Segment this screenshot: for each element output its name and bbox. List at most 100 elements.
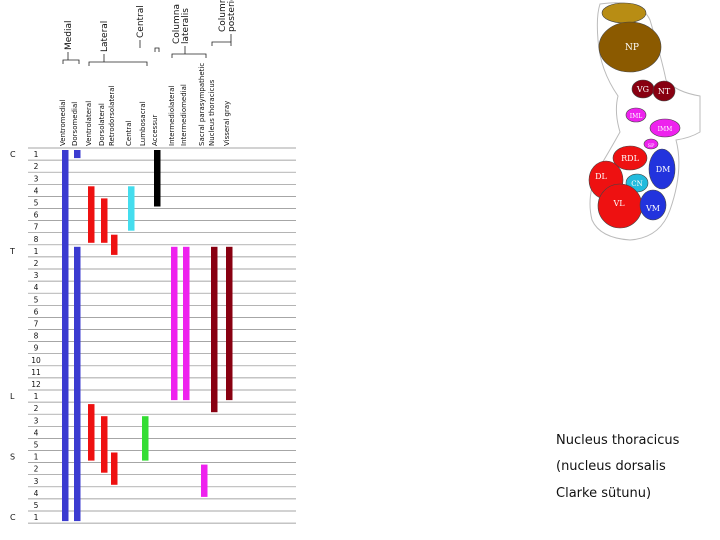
segment-number: 12 [31,380,41,389]
bar-retrodorsolateral [111,234,118,255]
bar-dorsomedial [74,246,81,522]
segment-number: 1 [34,392,39,401]
column-label-ventromedial: Ventromedial [59,99,67,146]
group-label-medial: Medial [64,20,74,50]
label-nt: NT [658,87,671,96]
nucleus-bars [62,150,233,522]
retrodorsolateral [612,145,648,171]
label-sp: SP [648,143,655,149]
caption-line-2: (nucleus dorsalis [556,459,666,474]
label-np: NP [625,43,639,53]
bar-ventromedial [62,150,69,522]
bar-intermediolateral [171,246,178,401]
column-label-sacral-parasympathetic: Sacral parasympathetic [198,63,206,146]
bar-lumbosacral [142,416,149,461]
dorsomedial [648,148,676,190]
region-label: S [10,453,15,462]
label-vl: VL [612,199,625,208]
bar-central [128,186,135,231]
label-cn: CN [631,180,642,188]
segment-number: 1 [34,247,39,256]
segment-grid: 1 C 2 3 4 5 6 7 8 1 T 2 3 4 5 6 7 8 9 10 11 12 1 L 2 3 4 5 1 S 2 3 4 5 1 C [9,147,296,524]
ventromedial [639,189,667,221]
segment-number: 10 [31,356,41,365]
segment-number: 8 [34,235,39,244]
bar-ventrolateral [88,186,95,243]
group-label-columna-lateralis-part2: lateralis [181,8,191,44]
column-label-retrodorsolateral: Retrodorsolateral [108,85,116,146]
segment-number: 3 [34,416,39,425]
bar-sacral-parasympathetic [201,464,208,497]
segment-number: 9 [34,344,39,353]
region-label: C [10,150,16,159]
group-bracket [88,61,148,66]
bar-accessur [154,150,161,207]
group-label-columna-posterior-part1: Columna [218,0,228,32]
segment-number: 5 [34,199,39,208]
label-iml: IML [630,113,643,120]
label-dm: DM [656,165,671,174]
segment-number: 5 [34,501,39,510]
group-bracket [171,53,207,58]
label-imm: IMM [658,126,673,133]
label-dl: DL [595,172,607,181]
segment-number: 6 [34,307,39,316]
label-vm: VM [645,204,660,213]
column-label-visseral-gray: Visseral gray [223,101,231,146]
column-label-intermediomedial: Intermediomedial [180,84,188,146]
group-label-columna-posterior-part2: posterior [227,0,237,32]
segment-number: 5 [34,295,39,304]
region-label: T [9,247,15,256]
column-label-central: Central [125,120,133,146]
group-label-lateral: Lateral [100,21,110,52]
intermediomedial [649,118,681,138]
column-label-lumbosacral: Lumbosacral [139,101,147,146]
spinal-cord-cross-section: NP VG NT IML IMM SP RDL DL DM CN VL VM [588,2,701,241]
sacral-parasympathetic [643,138,659,150]
group-label-columna-lateralis-part1: Columna [172,4,182,44]
label-vg: VG [636,85,649,94]
group-bracket [211,41,232,46]
bar-ventrolateral [88,404,95,461]
segment-number: 8 [34,332,39,341]
substantia-gelatinosa [601,2,647,24]
column-label-intermediolateral: Intermediolateral [168,85,176,146]
column-label-dorsolateral: Dorsolateral [98,103,106,146]
segment-number: 2 [34,465,39,474]
caption-line-1: Nucleus thoracicus [556,433,680,448]
segment-number: 1 [34,513,39,522]
segment-number: 3 [34,477,39,486]
column-label-ventrolateral: Ventrolateral [85,101,93,146]
column-label-nucleus-thoracicus: Nucleus thoracicus [208,79,216,146]
bar-intermediomedial [183,246,190,401]
nucleus-thoracicus [652,80,676,102]
segment-number: 5 [34,441,39,450]
segment-number: 3 [34,271,39,280]
segment-number: 4 [34,186,39,195]
bar-dorsomedial [74,150,81,159]
group-label-central: Central [136,5,146,38]
segment-number: 7 [34,320,39,329]
group-bracket [62,59,80,64]
bar-dorsolateral [101,198,108,243]
bar-retrodorsolateral [111,452,118,485]
segment-number: 2 [34,259,39,268]
caption-line-3: Clarke sütunu) [556,486,652,501]
label-rdl: RDL [621,154,639,163]
column-header: Ventromedial Dorsomedial Ventrolateral Dors… [59,0,237,146]
segment-number: 6 [34,211,39,220]
bar-visseral-gray [226,246,233,401]
column-label-dorsomedial: Dorsomedial [71,102,79,146]
intermediolateral [625,107,647,123]
segment-number: 1 [34,150,39,159]
region-label: C [10,513,16,522]
segment-number: 11 [31,368,41,377]
segment-number: 7 [34,223,39,232]
bar-nucleus-thoracicus [211,246,218,413]
segment-number: 2 [34,404,39,413]
bar-dorsolateral [101,416,108,473]
group-bracket [154,47,160,52]
segment-number: 1 [34,453,39,462]
segment-number: 4 [34,489,39,498]
